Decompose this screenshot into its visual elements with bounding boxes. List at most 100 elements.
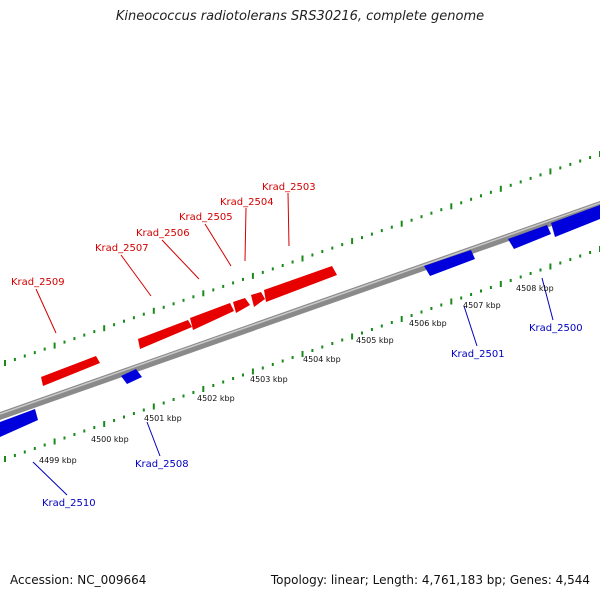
gene-krad-2501[interactable]	[424, 250, 475, 276]
minor-tick	[341, 243, 344, 247]
minor-tick	[460, 296, 463, 300]
minor-tick	[13, 358, 16, 361]
minor-tick	[271, 363, 274, 366]
major-tick	[103, 325, 106, 332]
scale-label: 4507 kbp	[463, 301, 501, 310]
major-tick	[152, 307, 155, 314]
major-tick	[549, 263, 552, 270]
minor-tick	[311, 253, 314, 257]
gene-krad-2504[interactable]	[251, 292, 265, 307]
major-tick	[251, 272, 254, 279]
minor-tick	[331, 342, 334, 345]
minor-tick	[222, 284, 225, 288]
minor-tick	[23, 354, 26, 358]
gene-krad-2508[interactable]	[121, 369, 142, 384]
scale-label: 4501 kbp	[144, 414, 182, 423]
minor-tick	[380, 229, 383, 233]
major-tick	[4, 456, 6, 462]
minor-tick	[132, 412, 135, 415]
minor-tick	[192, 295, 195, 299]
leader-krad-2510	[32, 461, 68, 496]
minor-tick	[480, 194, 482, 198]
leader-krad-2509	[35, 288, 57, 334]
scale-label: 4500 kbp	[91, 435, 129, 444]
major-tick	[4, 360, 6, 366]
leader-krad-2500	[541, 277, 554, 321]
minor-tick	[559, 261, 562, 265]
major-tick	[400, 316, 403, 322]
major-tick	[103, 421, 106, 427]
gene-krad-2500-a[interactable]	[508, 225, 551, 249]
minor-tick	[123, 415, 125, 419]
gene-krad-2509[interactable]	[41, 356, 100, 386]
minor-tick	[370, 232, 373, 236]
minor-tick	[470, 197, 473, 201]
minor-tick	[291, 260, 294, 264]
minor-tick	[440, 208, 443, 212]
minor-tick	[281, 264, 284, 267]
reverse-leader-lines	[32, 277, 554, 496]
minor-tick	[509, 279, 512, 282]
leader-krad-2501	[463, 305, 478, 347]
accession-text: Accession: NC_009664	[10, 573, 147, 587]
minor-tick	[430, 307, 433, 310]
major-tick	[202, 290, 205, 297]
gene-label-krad-2500[interactable]: Krad_2500	[529, 323, 583, 334]
leader-krad-2503	[287, 192, 290, 247]
minor-tick	[519, 275, 522, 279]
scale-label: 4505 kbp	[356, 336, 394, 345]
minor-tick	[23, 450, 26, 454]
leader-krad-2507	[120, 254, 152, 297]
gene-krad-2503[interactable]	[264, 266, 337, 302]
minor-tick	[410, 218, 413, 222]
gene-krad-2500-b[interactable]	[551, 205, 600, 237]
gene-label-krad-2501[interactable]: Krad_2501	[451, 349, 505, 360]
major-tick	[53, 438, 56, 445]
gene-label-krad-2507[interactable]: Krad_2507	[95, 243, 149, 254]
gene-krad-2506[interactable]	[190, 303, 234, 330]
dna-axis	[0, 201, 600, 420]
scale-label: 4508 kbp	[516, 284, 554, 293]
minor-tick	[33, 447, 36, 450]
major-tick	[351, 238, 354, 245]
minor-tick	[232, 377, 235, 380]
major-tick	[152, 403, 155, 410]
minor-tick	[341, 338, 344, 342]
major-tick	[351, 333, 354, 340]
gene-label-krad-2504[interactable]: Krad_2504	[220, 197, 274, 208]
minor-tick	[113, 419, 116, 422]
gene-label-krad-2505[interactable]: Krad_2505	[179, 212, 233, 223]
minor-tick	[311, 349, 314, 352]
gene-label-krad-2510[interactable]: Krad_2510	[42, 498, 96, 509]
minor-tick	[222, 380, 225, 384]
forward-leader-lines	[35, 192, 290, 334]
gene-krad-2507[interactable]	[138, 320, 192, 349]
scale-label: 4502 kbp	[197, 394, 235, 403]
gene-label-krad-2506[interactable]: Krad_2506	[136, 228, 190, 239]
minor-tick	[83, 333, 86, 337]
gene-krad-2510[interactable]	[0, 409, 38, 437]
minor-tick	[430, 211, 433, 215]
gene-label-krad-2503[interactable]: Krad_2503	[262, 182, 316, 193]
minor-tick	[589, 156, 592, 159]
minor-tick	[440, 303, 443, 307]
minor-tick	[33, 351, 36, 355]
major-tick	[301, 351, 304, 357]
gene-label-krad-2508[interactable]: Krad_2508	[135, 459, 189, 470]
scale-label: 4499 kbp	[39, 456, 77, 465]
minor-tick	[321, 345, 324, 349]
gene-label-krad-2509[interactable]: Krad_2509	[11, 277, 65, 288]
minor-tick	[123, 319, 125, 323]
major-tick	[499, 281, 502, 287]
minor-tick	[480, 289, 482, 293]
minor-tick	[460, 201, 463, 205]
minor-tick	[182, 298, 185, 302]
major-tick	[549, 168, 552, 175]
minor-tick	[589, 251, 592, 254]
gene-krad-2505[interactable]	[233, 298, 250, 313]
minor-tick	[63, 340, 66, 344]
minor-tick	[390, 225, 393, 229]
minor-tick	[212, 288, 215, 292]
minor-tick	[93, 426, 96, 429]
